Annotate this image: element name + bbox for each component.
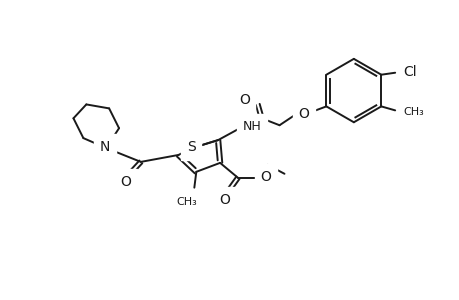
Text: CH₃: CH₃ xyxy=(176,196,196,207)
Text: CH₃: CH₃ xyxy=(402,107,423,117)
Text: O: O xyxy=(238,94,249,107)
Text: O: O xyxy=(219,193,230,206)
Text: O: O xyxy=(298,107,308,121)
Text: N: N xyxy=(100,140,110,154)
Text: O: O xyxy=(120,175,131,189)
Text: S: S xyxy=(186,140,196,154)
Text: Cl: Cl xyxy=(402,65,416,79)
Text: O: O xyxy=(260,170,271,184)
Text: NH: NH xyxy=(242,120,261,133)
